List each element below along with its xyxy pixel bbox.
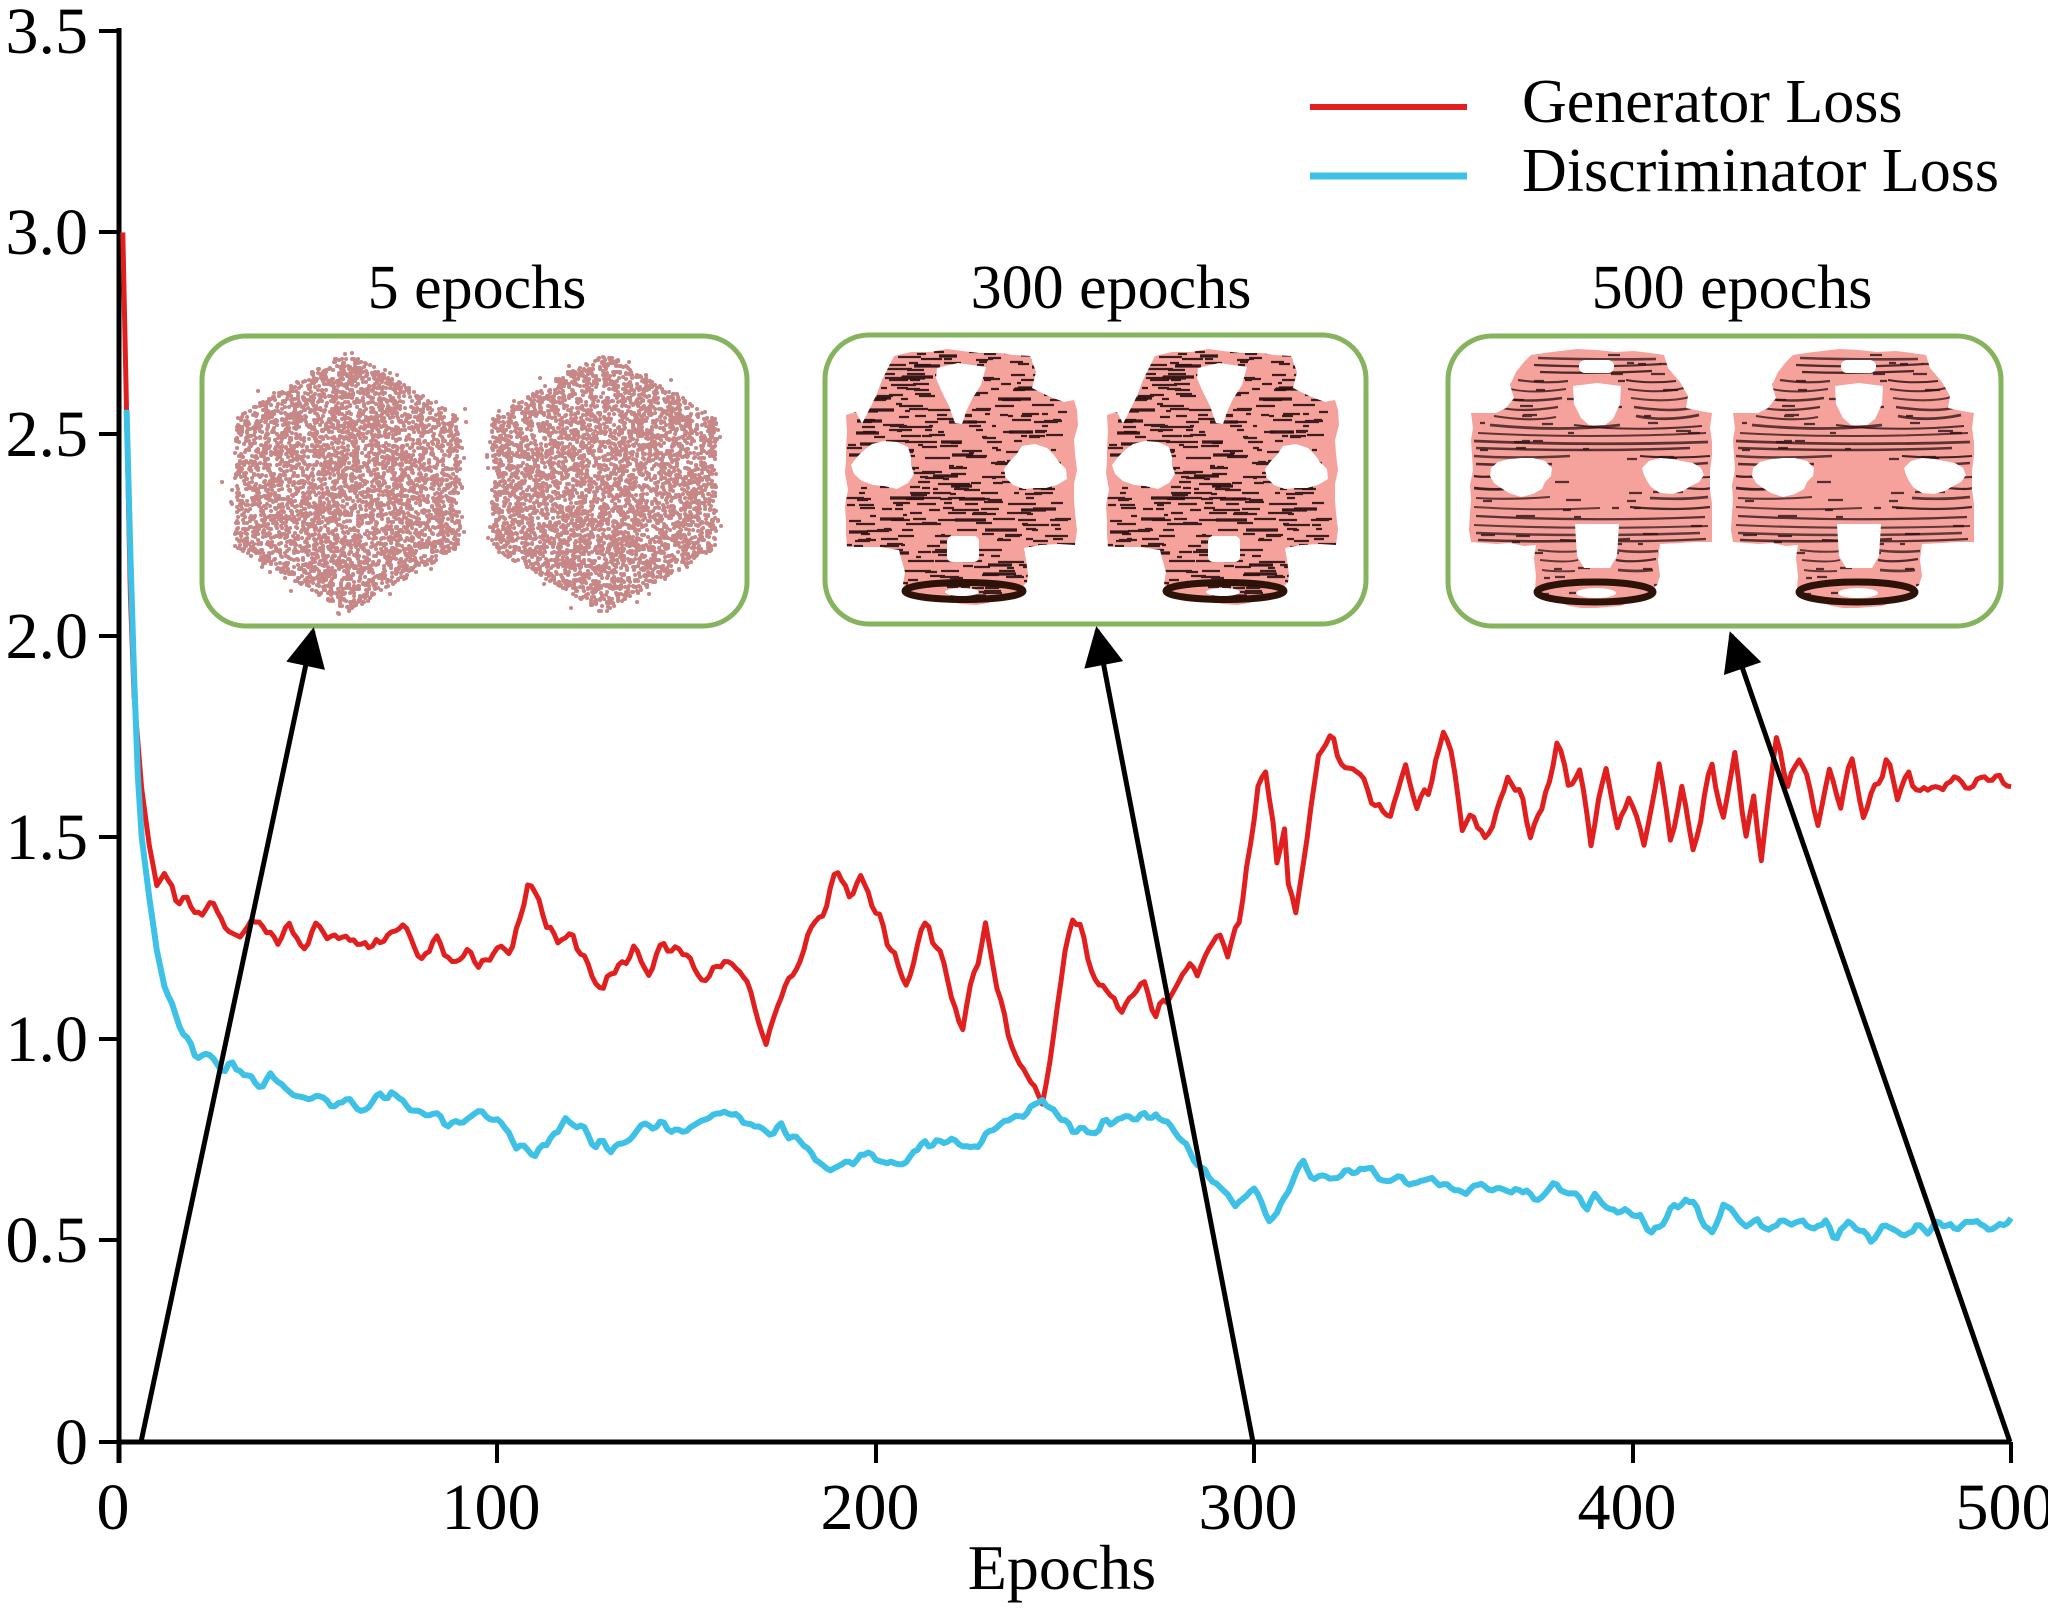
- svg-text:Epochs: Epochs: [968, 1532, 1156, 1603]
- svg-text:0: 0: [55, 1406, 88, 1479]
- svg-text:400: 400: [1578, 1471, 1677, 1544]
- svg-text:2.0: 2.0: [6, 600, 89, 673]
- svg-text:500: 500: [1956, 1471, 2048, 1544]
- svg-text:3.5: 3.5: [6, 0, 89, 68]
- svg-text:1.5: 1.5: [6, 801, 89, 874]
- svg-text:Generator Loss: Generator Loss: [1522, 68, 1902, 136]
- svg-text:1.0: 1.0: [6, 1003, 89, 1076]
- svg-text:Discriminator Loss: Discriminator Loss: [1522, 137, 1999, 205]
- svg-text:2.5: 2.5: [6, 398, 89, 471]
- svg-text:300: 300: [1199, 1471, 1298, 1544]
- svg-text:0.5: 0.5: [6, 1204, 89, 1277]
- svg-text:3.0: 3.0: [6, 196, 89, 269]
- svg-text:500 epochs: 500 epochs: [1592, 254, 1873, 322]
- svg-text:5 epochs: 5 epochs: [368, 254, 587, 322]
- svg-text:200: 200: [821, 1471, 920, 1544]
- svg-text:100: 100: [442, 1471, 541, 1544]
- svg-text:0: 0: [97, 1471, 130, 1544]
- svg-text:300 epochs: 300 epochs: [971, 254, 1252, 322]
